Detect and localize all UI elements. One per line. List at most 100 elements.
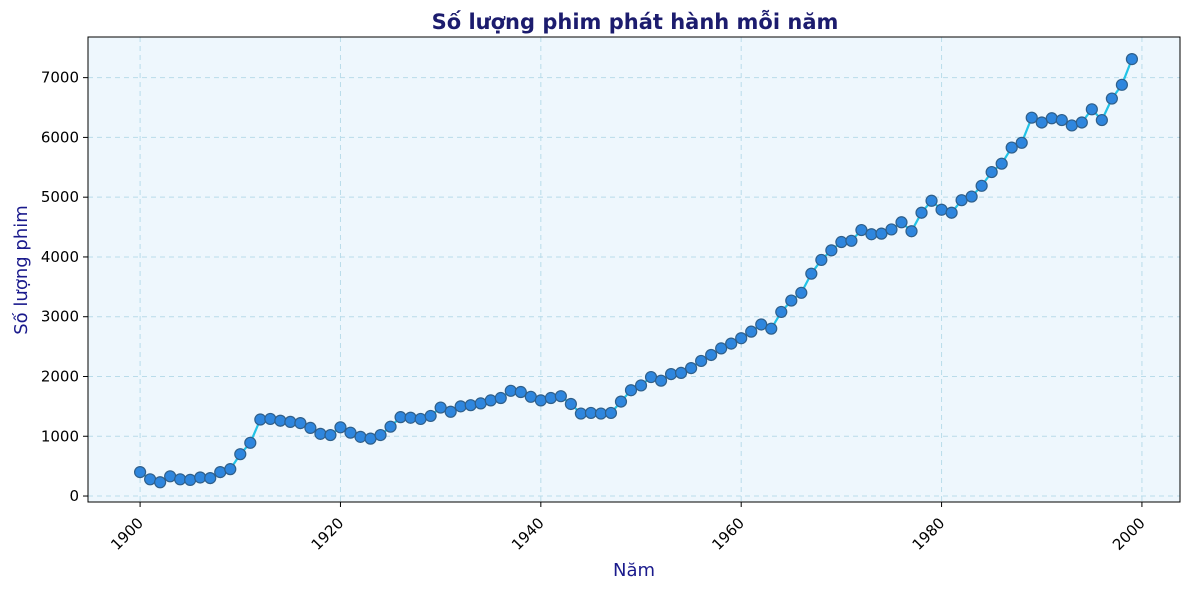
y-tick-label: 3000 (41, 308, 79, 326)
data-point (394, 411, 407, 424)
x-axis-title: Năm (613, 560, 655, 581)
y-tick-label: 1000 (41, 427, 79, 445)
data-point (1045, 112, 1058, 125)
grid-lines (88, 37, 1180, 502)
chart-title: Số lượng phim phát hành mỗi năm (432, 10, 839, 34)
data-point (344, 426, 357, 439)
data-point (234, 448, 247, 461)
data-point (354, 430, 367, 443)
data-point (885, 223, 898, 236)
data-point (133, 466, 147, 479)
data-point (214, 466, 227, 479)
data-point (855, 223, 868, 237)
data-point (624, 384, 638, 397)
data-point (695, 354, 708, 368)
data-point (584, 406, 598, 420)
data-point (975, 179, 988, 192)
data-point (594, 407, 608, 420)
y-tick-label: 6000 (41, 128, 79, 146)
data-point (1105, 92, 1118, 105)
y-axis-title: Số lượng phim (11, 205, 32, 335)
data-point (1085, 103, 1098, 116)
data-point (414, 412, 427, 426)
x-tick-label: 1980 (909, 514, 949, 554)
data-point (735, 332, 748, 345)
plot-border (87, 36, 1181, 503)
data-point (274, 414, 287, 427)
data-point (364, 432, 377, 445)
data-point (244, 436, 257, 449)
data-point (154, 476, 167, 489)
data-point (184, 473, 197, 486)
data-point (144, 473, 157, 486)
data-point (925, 194, 938, 207)
data-point (935, 203, 948, 216)
data-point (805, 267, 818, 280)
y-axis-ticks: 0 1000 2000 3000 4000 5000 6000 7000 (41, 69, 88, 505)
data-point (875, 227, 888, 240)
x-tick-label: 1960 (708, 514, 748, 554)
data-point (915, 206, 928, 219)
x-tick-label: 2000 (1109, 514, 1149, 554)
data-point (644, 370, 658, 384)
x-tick-label: 1900 (107, 514, 147, 554)
data-point (434, 401, 447, 414)
data-point (674, 366, 688, 379)
data-point (1115, 78, 1128, 91)
y-tick-label: 2000 (41, 367, 79, 385)
data-point (755, 318, 768, 331)
data-point (775, 305, 788, 319)
data-point (634, 379, 648, 392)
data-point (614, 395, 628, 408)
data-point (384, 420, 397, 433)
data-point (865, 228, 878, 241)
data-point (1125, 53, 1139, 66)
data-point (955, 194, 968, 207)
data-point (174, 473, 187, 486)
data-point (564, 397, 577, 411)
data-point (1095, 113, 1108, 127)
data-point (985, 165, 998, 179)
data-point (534, 394, 547, 407)
data-point (604, 406, 618, 420)
data-point (474, 397, 487, 410)
data-point (1005, 141, 1018, 154)
data-point (825, 244, 838, 257)
data-point (1075, 116, 1088, 129)
data-point (494, 391, 507, 405)
data-point (785, 294, 798, 307)
y-tick-label: 4000 (41, 248, 79, 266)
data-point (284, 415, 297, 429)
data-point (745, 325, 758, 338)
data-point (895, 216, 908, 229)
data-point (1055, 113, 1068, 127)
data-point (815, 253, 828, 267)
data-point (524, 390, 537, 403)
data-point (324, 428, 337, 442)
data-point (504, 384, 517, 397)
data-point (314, 427, 327, 440)
data-point (164, 470, 177, 483)
data-point (574, 407, 588, 420)
data-point (1065, 119, 1078, 132)
data-point (705, 348, 718, 362)
series-layer (133, 53, 1139, 489)
data-point (224, 463, 237, 476)
data-point (264, 412, 277, 426)
data-point (795, 286, 808, 299)
data-point (374, 428, 387, 442)
data-point (454, 400, 467, 413)
data-point (845, 234, 858, 247)
data-point (304, 421, 317, 434)
data-point (765, 322, 778, 335)
data-point (514, 385, 527, 399)
data-point (194, 471, 207, 484)
data-point (715, 342, 728, 355)
data-point (905, 225, 918, 238)
data-point (444, 405, 457, 418)
y-tick-label: 5000 (41, 188, 79, 206)
data-point (1025, 111, 1038, 124)
y-tick-label: 0 (69, 487, 79, 505)
x-tick-label: 1940 (508, 514, 548, 554)
